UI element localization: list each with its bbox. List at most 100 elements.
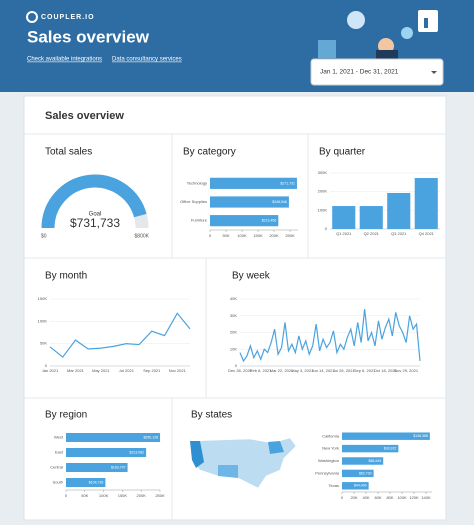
y-tick-label: 10K (230, 346, 237, 351)
link[interactable]: Data consultancy services (112, 57, 182, 63)
date-range-dropdown[interactable] (310, 58, 444, 86)
x-tick-label: 140K (421, 495, 431, 500)
category-label: Central (50, 465, 63, 470)
gauge-value (41, 174, 147, 229)
bar (210, 196, 289, 208)
goal-label: Goal (89, 212, 102, 218)
category-label: Pennsylvania (315, 470, 340, 475)
value-label: $104,726 (89, 480, 104, 484)
x-tick-label: May 3, 2021 (291, 368, 314, 373)
x-tick-label: Q3 2021 (391, 231, 407, 236)
x-tick-label: Nov 29, 2021 (394, 368, 419, 373)
bar (359, 206, 383, 229)
bar (210, 177, 297, 189)
bar (342, 444, 399, 453)
x-tick-label: 50K (81, 493, 88, 498)
x-tick-label: 20K (350, 495, 357, 500)
category-label: East (55, 450, 64, 455)
category-label: West (54, 435, 64, 440)
bar (387, 192, 411, 229)
x-tick-label: 250K (285, 233, 295, 238)
gauge-min: $0 (41, 233, 47, 239)
value-label: $52,700 (359, 471, 372, 475)
x-tick-label: Q1 2021 (336, 231, 352, 236)
value-label: $163,797 (111, 465, 126, 469)
gauge-value-label: $731,733 (70, 216, 120, 230)
panel-borders (24, 133, 446, 520)
dropdown-arrow (431, 71, 437, 74)
x-tick-label: Mar 2021 (67, 368, 85, 373)
y-tick-label: 150K (38, 296, 48, 301)
x-tick-label: Jan 2021 (42, 368, 59, 373)
x-tick-label: 0 (65, 493, 68, 498)
x-tick-label: 200K (269, 233, 279, 238)
x-tick-label: Q4 2021 (419, 231, 435, 236)
x-tick-label: Q2 2021 (364, 231, 380, 236)
y-tick-label: 300K (318, 170, 328, 175)
value-label: $271,731 (280, 181, 295, 185)
x-tick-label: 100K (99, 493, 109, 498)
x-tick-label: 60K (374, 495, 381, 500)
x-tick-label: May 2021 (92, 368, 110, 373)
value-label: $146,388 (413, 434, 428, 438)
value-label: $250,128 (143, 435, 158, 439)
y-tick-label: 40K (230, 296, 237, 301)
bar (66, 478, 106, 487)
panel-title: By month (45, 271, 87, 282)
y-tick-label: 0 (45, 363, 48, 368)
panel-title: By region (45, 410, 87, 421)
y-tick-label: 200K (318, 189, 328, 194)
x-tick-label: 100K (237, 233, 247, 238)
category-label: Office Supplies (180, 199, 207, 204)
x-tick-label: 40K (362, 495, 369, 500)
y-tick-label: 100K (38, 318, 48, 323)
value-label: $213,082 (130, 450, 145, 454)
y-tick-label: 0 (235, 363, 238, 368)
x-tick-label: Jul 26, 2021 (333, 368, 356, 373)
bar (66, 433, 161, 442)
panel-title: By week (232, 271, 271, 282)
y-tick-label: 50K (40, 341, 47, 346)
y-tick-label: 100K (318, 207, 328, 212)
category-label: Texas (329, 483, 339, 488)
value-label: $213,456 (262, 219, 277, 223)
page-title: Sales overview (27, 27, 150, 46)
link[interactable]: Check available integrations (27, 57, 102, 63)
y-tick-label: 0 (325, 226, 328, 231)
line (239, 308, 421, 363)
x-tick-label: 250K (155, 493, 165, 498)
bar (342, 432, 430, 440)
y-tick-label: 20K (230, 330, 237, 335)
x-tick-label: 150K (118, 493, 128, 498)
panel-title: By states (191, 410, 232, 421)
x-tick-label: Mar 22, 2021 (270, 368, 294, 373)
x-tick-label: Oct 18, 2021 (374, 368, 398, 373)
bar (66, 463, 128, 472)
x-tick-label: 100K (397, 495, 407, 500)
brand: COUPLER.IO (41, 14, 95, 21)
category-label: Washington (318, 458, 339, 463)
panel-title: By category (183, 147, 236, 158)
category-label: Furniture (191, 218, 208, 223)
panel-title: Total sales (45, 147, 92, 158)
x-tick-label: Jun 14, 2021 (312, 368, 336, 373)
bar (332, 206, 356, 229)
x-tick-label: Sep 6, 2021 (354, 368, 376, 373)
x-tick-label: 80K (386, 495, 393, 500)
x-tick-label: 0 (341, 495, 344, 500)
category-label: South (53, 480, 63, 485)
x-tick-label: Dec 28, 2020 (228, 368, 253, 373)
x-tick-label: Sep 2021 (143, 368, 161, 373)
value-label: $93,922 (384, 447, 397, 451)
x-tick-label: 0 (209, 233, 212, 238)
category-label: Technology (187, 180, 207, 185)
report-title: Sales overview (45, 110, 124, 122)
x-tick-label: 150K (253, 233, 263, 238)
x-tick-label: 120K (409, 495, 419, 500)
x-tick-label: Nov 2021 (169, 368, 187, 373)
bar (342, 482, 369, 490)
value-label: $68,645 (369, 459, 382, 463)
x-tick-label: 200K (137, 493, 147, 498)
value-label: $246,546 (272, 200, 287, 204)
